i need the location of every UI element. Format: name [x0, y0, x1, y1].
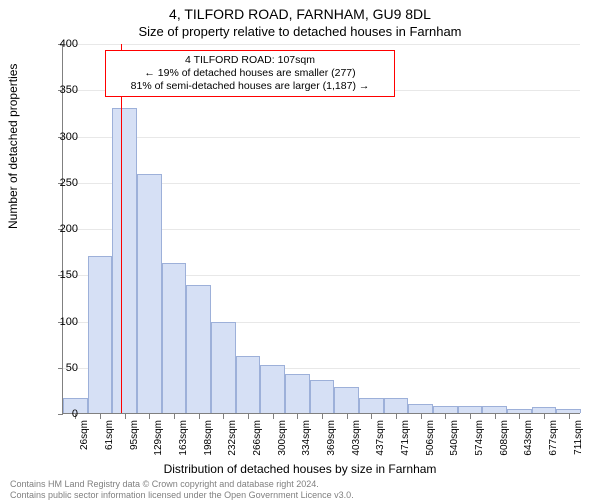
x-tick-label: 266sqm: [252, 420, 263, 456]
histogram-bar: [384, 398, 409, 413]
annotation-line: ← 19% of detached houses are smaller (27…: [112, 67, 388, 80]
x-tick-label: 61sqm: [104, 420, 115, 450]
x-tick-label: 334sqm: [301, 420, 312, 456]
x-tick-label: 95sqm: [129, 420, 140, 450]
x-tick-label: 643sqm: [523, 420, 534, 456]
histogram-bar: [137, 174, 162, 413]
histogram-bar: [211, 322, 236, 413]
x-tick: [223, 414, 224, 419]
x-tick: [421, 414, 422, 419]
x-tick: [470, 414, 471, 419]
x-tick: [248, 414, 249, 419]
x-tick: [371, 414, 372, 419]
plot-area: 26sqm61sqm95sqm129sqm163sqm198sqm232sqm2…: [62, 44, 580, 414]
x-tick-label: 677sqm: [548, 420, 559, 456]
y-tick-label: 300: [60, 131, 78, 143]
x-tick-label: 608sqm: [499, 420, 510, 456]
x-tick: [297, 414, 298, 419]
gridline: [63, 137, 580, 138]
x-tick-label: 574sqm: [474, 420, 485, 456]
x-tick-label: 540sqm: [449, 420, 460, 456]
histogram-bar: [260, 365, 285, 413]
x-tick-label: 711sqm: [573, 420, 584, 455]
histogram-bar: [334, 387, 359, 413]
y-tick-label: 400: [60, 38, 78, 50]
x-tick-label: 26sqm: [79, 420, 90, 450]
y-tick: [58, 368, 63, 369]
histogram-bar: [285, 374, 310, 413]
x-tick-label: 232sqm: [227, 420, 238, 456]
x-tick-label: 198sqm: [203, 420, 214, 456]
x-tick: [273, 414, 274, 419]
footer-credits: Contains HM Land Registry data © Crown c…: [10, 479, 354, 500]
page-title: 4, TILFORD ROAD, FARNHAM, GU9 8DL: [0, 0, 600, 22]
x-tick: [125, 414, 126, 419]
x-tick: [149, 414, 150, 419]
histogram-bar: [556, 409, 581, 413]
x-tick: [322, 414, 323, 419]
x-tick: [495, 414, 496, 419]
x-tick-label: 403sqm: [351, 420, 362, 456]
x-tick: [347, 414, 348, 419]
histogram-bar: [310, 380, 335, 413]
histogram-bar: [433, 406, 458, 413]
x-tick: [199, 414, 200, 419]
x-tick: [544, 414, 545, 419]
y-tick-label: 350: [60, 84, 78, 96]
y-tick-label: 250: [60, 177, 78, 189]
x-tick: [100, 414, 101, 419]
annotation-line: 81% of semi-detached houses are larger (…: [112, 80, 388, 93]
histogram-bar: [532, 407, 557, 413]
page-subtitle: Size of property relative to detached ho…: [0, 22, 600, 39]
gridline: [63, 44, 580, 45]
histogram-bar: [482, 406, 507, 413]
x-tick: [174, 414, 175, 419]
x-tick-label: 129sqm: [153, 420, 164, 456]
x-tick: [569, 414, 570, 419]
x-tick-label: 163sqm: [178, 420, 189, 456]
histogram-bar: [186, 285, 211, 413]
histogram-bar: [112, 108, 137, 413]
y-tick-label: 200: [60, 223, 78, 235]
histogram-bar: [359, 398, 384, 413]
x-tick: [396, 414, 397, 419]
annotation-line: 4 TILFORD ROAD: 107sqm: [112, 54, 388, 67]
y-axis-label: Number of detached properties: [6, 64, 20, 229]
y-tick-label: 150: [60, 269, 78, 281]
x-tick: [519, 414, 520, 419]
x-tick-label: 437sqm: [375, 420, 386, 456]
x-tick-label: 471sqm: [400, 420, 411, 456]
x-tick-label: 506sqm: [425, 420, 436, 456]
histogram-bar: [88, 256, 113, 413]
y-tick-label: 0: [72, 408, 78, 420]
histogram-bar: [236, 356, 261, 413]
x-tick-label: 369sqm: [326, 420, 337, 456]
y-tick: [58, 414, 63, 415]
x-axis-label: Distribution of detached houses by size …: [0, 462, 600, 476]
annotation-box: 4 TILFORD ROAD: 107sqm← 19% of detached …: [105, 50, 395, 97]
histogram-bar: [458, 406, 483, 413]
x-tick: [445, 414, 446, 419]
histogram-bar: [507, 409, 532, 413]
histogram-bar: [162, 263, 187, 413]
footer-line-2: Contains public sector information licen…: [10, 490, 354, 500]
y-tick-label: 100: [60, 316, 78, 328]
y-tick-label: 50: [66, 362, 78, 374]
histogram-bar: [408, 404, 433, 413]
x-tick-label: 300sqm: [277, 420, 288, 456]
marker-line: [121, 44, 122, 413]
footer-line-1: Contains HM Land Registry data © Crown c…: [10, 479, 354, 489]
